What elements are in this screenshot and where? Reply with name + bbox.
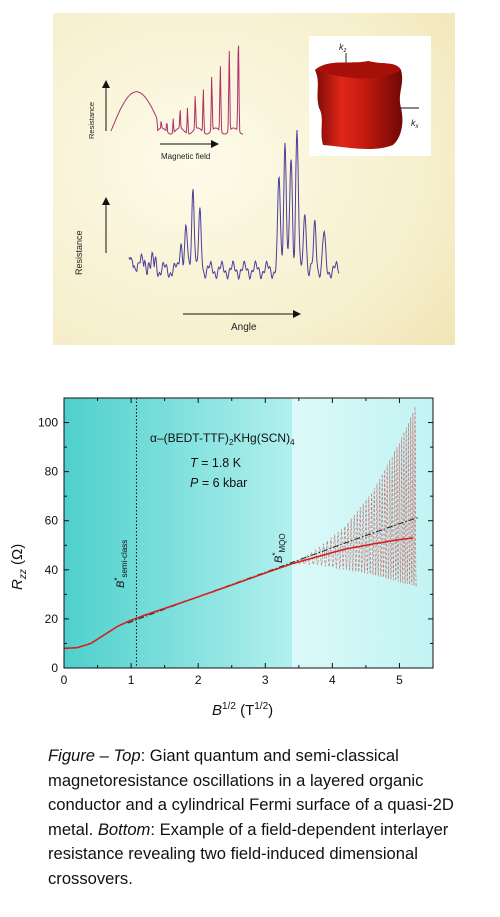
kz-label: kz (339, 42, 347, 54)
caption-top-text: : Giant quantum and semi-classical magne… (48, 746, 454, 839)
x-tick-label: 3 (262, 673, 269, 687)
figure-caption: Figure – Top: Giant quantum and semi-cla… (48, 744, 488, 891)
rzz-chart: 0 1 2 3 4 5 0 20 40 60 80 100 α–(BEDT-TTF)2KHg(SCN)… (9, 397, 434, 719)
x-tick-label: 4 (329, 673, 336, 687)
rzz-curve (64, 537, 414, 650)
linear-fit-line (127, 516, 420, 624)
fermi-surface-inset: kz kx (309, 36, 431, 156)
y-tick-label: 60 (45, 514, 59, 528)
kx-label: kx (411, 118, 420, 130)
y-tick-label: 80 (45, 465, 59, 479)
y-tick-label: 100 (38, 416, 58, 430)
caption-bottom-text: : Example of a field-dependent interlaye… (48, 819, 449, 888)
fermi-cylinder (315, 61, 403, 150)
main-ylabel: Resistance (74, 230, 84, 275)
y-tick-label: 0 (51, 661, 58, 675)
plot-frame (63, 397, 434, 669)
inset-ylabel: Resistance (87, 102, 96, 139)
pressure-annotation: P = 6 kbar (190, 476, 247, 490)
b-mqo-marker-label: B*MQO (271, 533, 287, 563)
inset-magnetoresistance-plot: Resistance Magnetic field (87, 45, 243, 161)
x-tick-label: 5 (396, 673, 403, 687)
plot-axes: 0 1 2 3 4 5 0 20 40 60 80 100 (38, 397, 434, 687)
inset-trace (110, 45, 243, 135)
y-tick-label: 20 (45, 612, 59, 626)
x-tick-label: 2 (195, 673, 202, 687)
plot-series-layer (64, 398, 420, 668)
material-label: α–(BEDT-TTF)2KHg(SCN)4 (150, 431, 295, 447)
b-semiclass-marker-label: B*semi-class (113, 540, 129, 588)
temperature-annotation: T = 1.8 K (190, 456, 242, 470)
caption-figure-label: Figure – Top (48, 746, 141, 765)
inset-xlabel: Magnetic field (161, 152, 210, 161)
top-figure-panel: Resistance Magnetic field kz kx Resistan… (53, 13, 455, 345)
y-axis-label: Rzz (Ω) (9, 544, 29, 590)
angle-resistance-plot: Resistance Angle (74, 129, 340, 333)
left-region-shade (64, 398, 293, 668)
x-tick-label: 1 (128, 673, 135, 687)
angle-trace (128, 129, 340, 281)
x-axis-label: B1/2 (T1/2) (212, 701, 273, 719)
caption-bottom-label: Bottom (97, 819, 151, 839)
x-tick-label: 0 (61, 673, 68, 687)
oscillation-trace (291, 406, 417, 587)
main-xlabel: Angle (231, 322, 257, 333)
y-tick-label: 40 (45, 563, 59, 577)
